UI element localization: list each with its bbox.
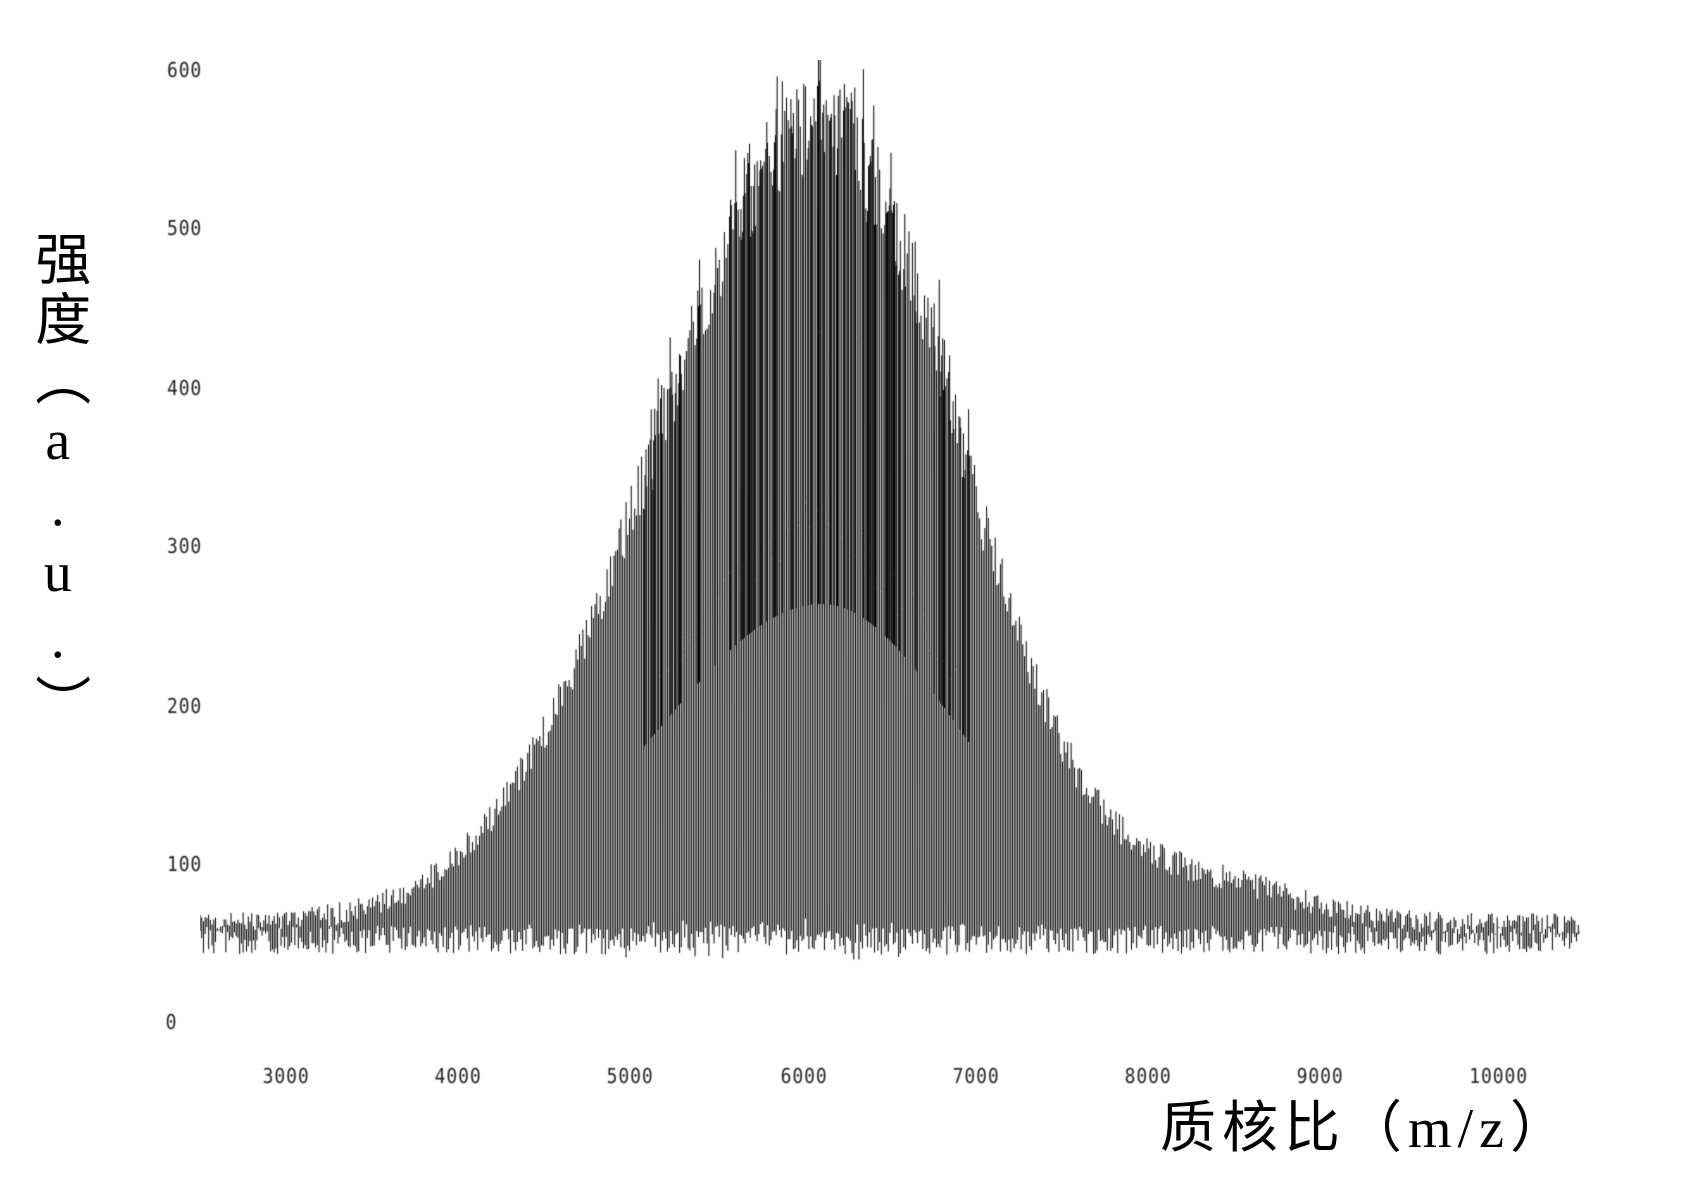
ytick-200: 200 [167,694,202,718]
ytick-600: 600 [167,58,202,82]
xtick-6000: 6000 [781,1064,828,1088]
xtick-4000: 4000 [435,1064,482,1088]
spectrum-plot [200,60,1580,1020]
y-axis-title: 强度（a.u.） [28,230,87,734]
ytick-100: 100 [167,852,202,876]
xtick-3000: 3000 [263,1064,310,1088]
xtick-5000: 5000 [607,1064,654,1088]
x-axis-title: 质核比（m/z） [1160,1083,1572,1164]
ytick-400: 400 [167,376,202,400]
xtick-7000: 7000 [953,1064,1000,1088]
ytick-0: 0 [166,1010,178,1034]
ytick-300: 300 [167,534,202,558]
figure-container: { "figure": { "type": "mass-spectrum", "… [0,0,1692,1192]
ytick-500: 500 [167,216,202,240]
